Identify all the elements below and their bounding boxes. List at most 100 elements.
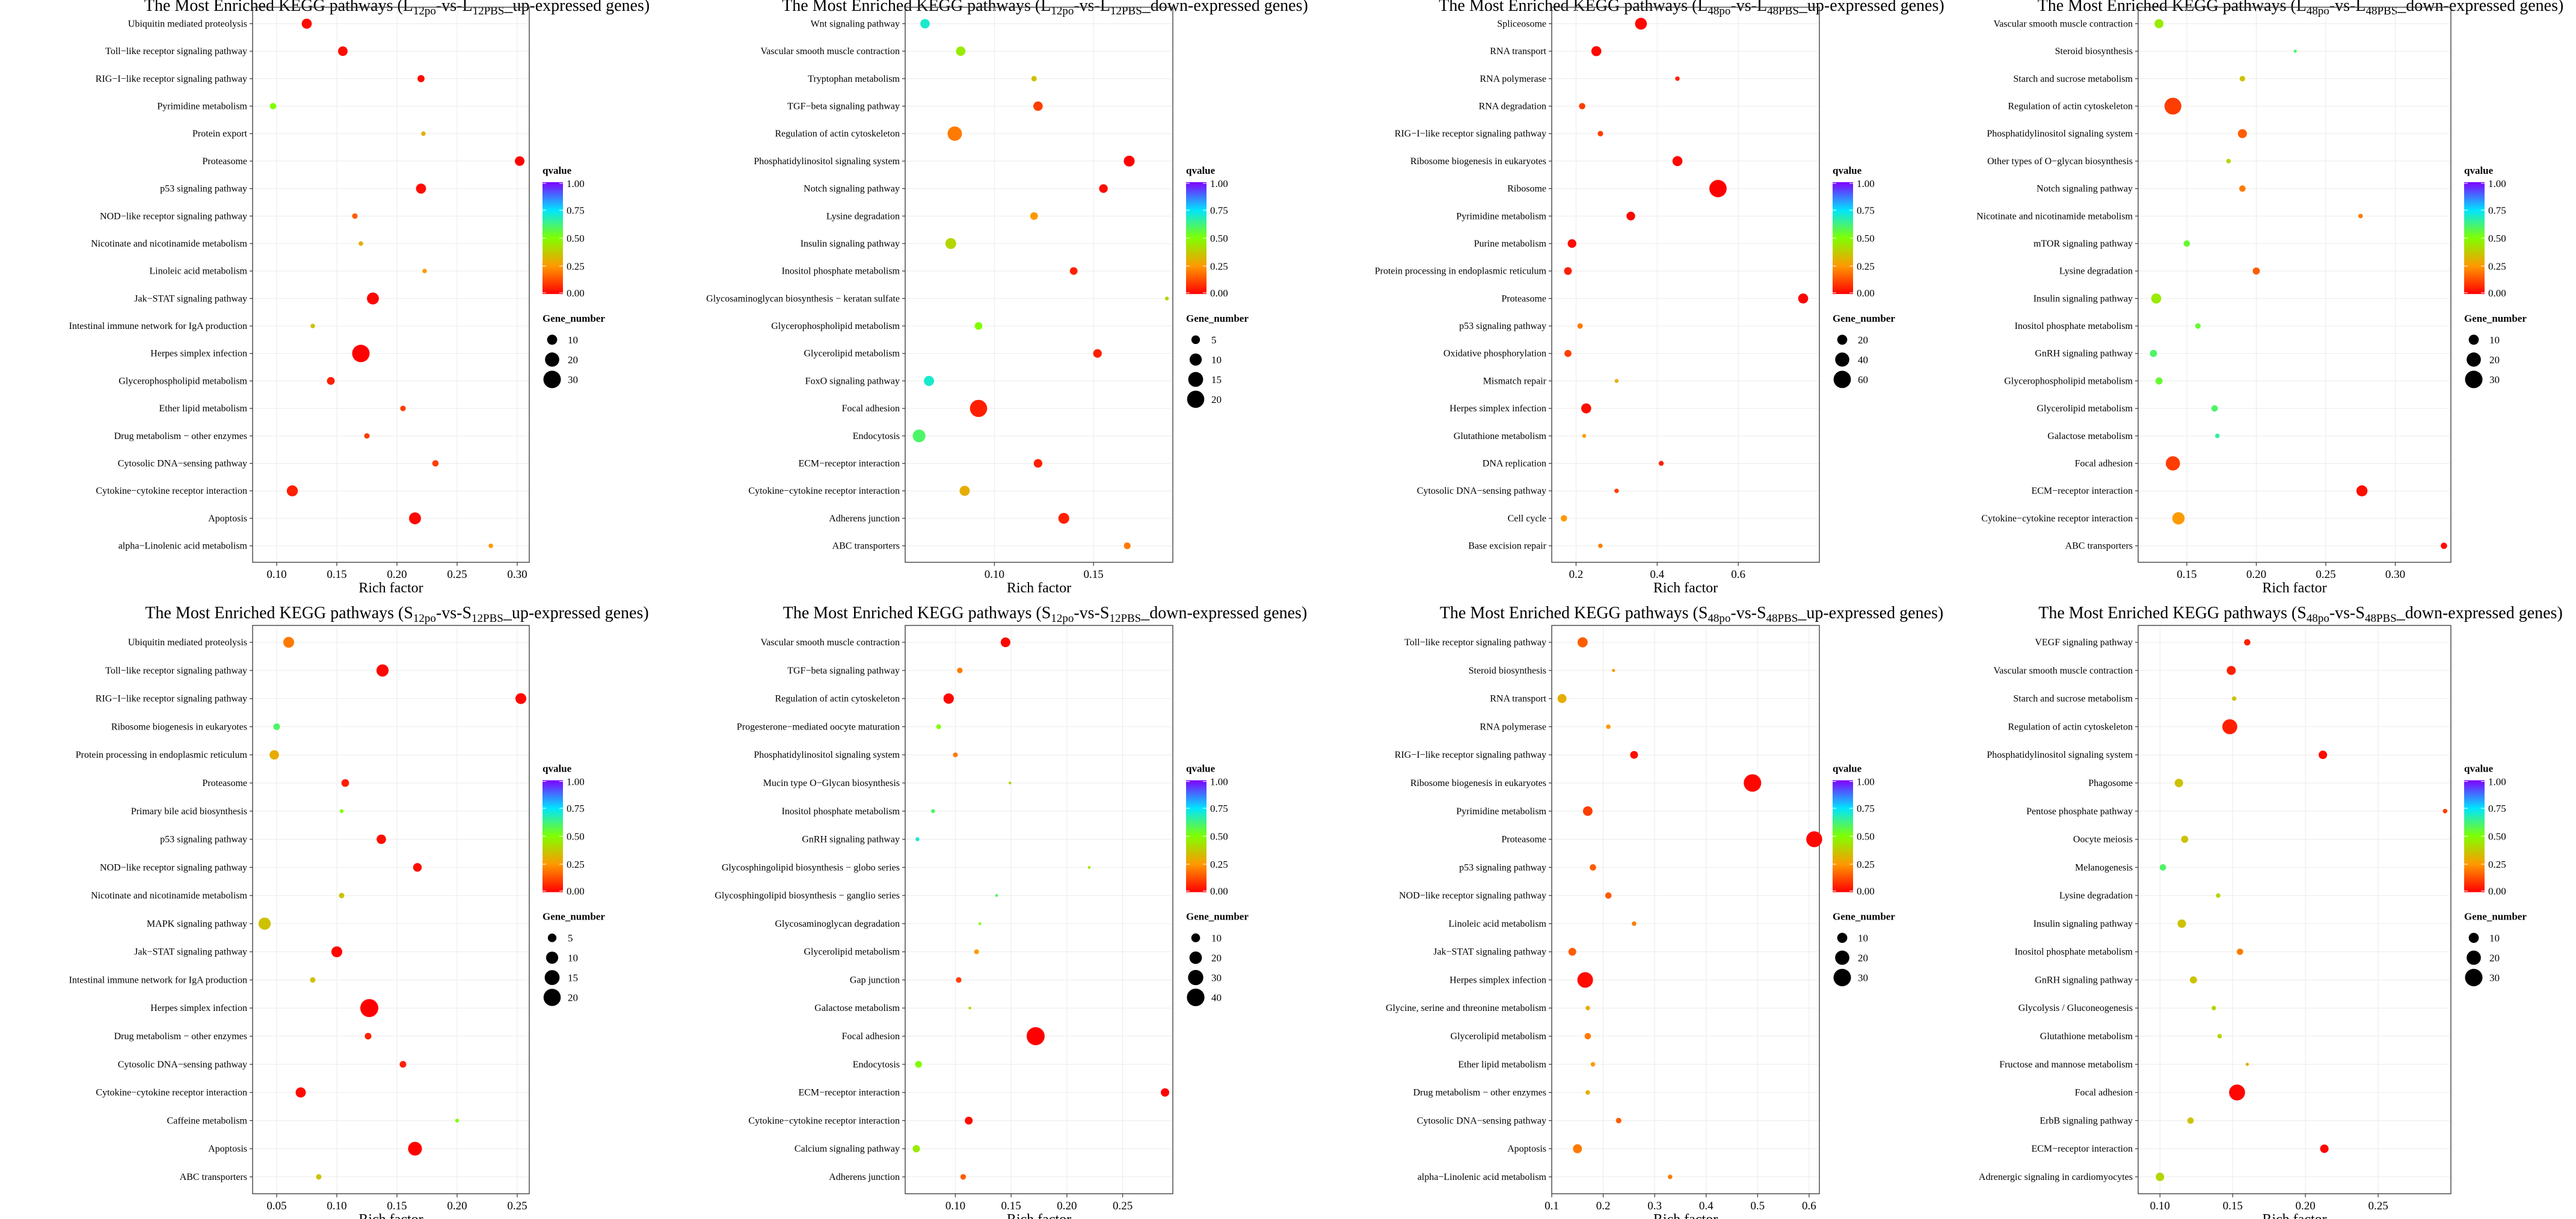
chart-panel-8: The Most Enriched KEGG pathways (S48po-v… [1979, 604, 2563, 1219]
category-label: Mucin type O−Glycan biosynthesis [763, 778, 900, 788]
data-point [965, 1116, 973, 1125]
data-point [970, 399, 988, 417]
size-legend-label: 15 [568, 972, 578, 984]
category-label: Cytokine−cytokine receptor interaction [96, 1088, 247, 1098]
category-label: Regulation of actin cytoskeleton [2008, 101, 2133, 111]
data-point [912, 1145, 920, 1153]
data-point [2211, 405, 2218, 412]
data-point [1709, 180, 1727, 197]
data-point [1560, 515, 1567, 522]
data-point [1606, 724, 1611, 729]
data-point [974, 949, 979, 954]
size-legend-dot [2465, 968, 2483, 987]
size-legend-dot [1833, 370, 1851, 388]
data-point [1567, 239, 1576, 248]
data-point [2195, 323, 2201, 329]
size-legend-label: 30 [2489, 972, 2500, 984]
data-point [2177, 919, 2186, 928]
category-label: Protein export [192, 129, 248, 139]
chart-panel-3: The Most Enriched KEGG pathways (L48po-v… [1375, 0, 1944, 596]
data-point [2159, 864, 2166, 871]
size-legend-label: 20 [1211, 953, 1222, 964]
data-point [1581, 403, 1591, 414]
data-point [956, 977, 962, 983]
data-point [408, 1141, 422, 1156]
data-point [1672, 156, 1683, 167]
category-label: Ribosome biogenesis in eukaryotes [111, 722, 247, 732]
category-label: Toll−like receptor signaling pathway [105, 666, 247, 676]
data-point [1584, 1033, 1591, 1040]
category-label: p53 signaling pathway [1459, 862, 1546, 873]
data-point [352, 345, 370, 363]
data-point [2237, 129, 2247, 138]
data-point [1008, 781, 1012, 785]
data-point [2156, 1172, 2165, 1181]
category-label: Lysine degradation [2059, 891, 2133, 901]
data-point [1614, 488, 1619, 493]
data-point [269, 103, 277, 109]
title-subscript: 12PBS [473, 5, 505, 17]
x-tick-label: 0.15 [387, 1200, 407, 1212]
size-legend-dot [1837, 334, 1848, 345]
category-label: Drug metabolism − other enzymes [1413, 1088, 1546, 1098]
category-label: Ether lipid metabolism [1458, 1060, 1546, 1070]
size-legend-label: 20 [2489, 953, 2500, 964]
data-point [924, 375, 935, 386]
data-point [1597, 130, 1603, 137]
category-label: Base excision repair [1468, 541, 1546, 551]
title-part: The Most Enriched KEGG pathways (S [2038, 604, 2307, 622]
category-label: Glutathione metabolism [1454, 431, 1547, 441]
category-label: Jak−STAT signaling pathway [1433, 947, 1546, 957]
colorbar-tick-label: 0.50 [2488, 831, 2506, 843]
category-label: Tryptophan metabolism [808, 74, 900, 84]
category-label: Drug metabolism − other enzymes [114, 431, 247, 441]
data-point [1582, 434, 1587, 438]
category-label: Spliceosome [1497, 19, 1546, 29]
data-point [399, 1061, 407, 1068]
data-point [273, 723, 280, 730]
category-label: Ubiquitin mediated proteolysis [128, 19, 247, 29]
size-legend-label: 30 [2489, 374, 2500, 385]
data-point [1632, 921, 1637, 926]
data-point [1668, 1174, 1673, 1179]
data-point [1161, 1088, 1169, 1097]
category-label: Regulation of actin cytoskeleton [2008, 722, 2133, 732]
colorbar-tick-label: 0.25 [1210, 859, 1228, 870]
category-label: Glycerophospholipid metabolism [771, 321, 900, 331]
category-label: ECM−receptor interaction [798, 1088, 900, 1098]
colorbar-tick-label: 1.00 [2488, 178, 2506, 189]
x-axis-label: Rich factor [358, 1212, 423, 1219]
size-legend-dot [547, 334, 558, 345]
chart-panel-7: The Most Enriched KEGG pathways (S48po-v… [1386, 604, 1943, 1219]
category-label: Cytosolic DNA−sensing pathway [118, 1060, 247, 1070]
colorbar-tick-label: 0.25 [2488, 260, 2506, 272]
data-point [2164, 97, 2181, 115]
category-label: RNA polymerase [1480, 722, 1546, 732]
data-point [2155, 377, 2163, 385]
data-point [1124, 542, 1131, 550]
colorbar-tick-label: 0.00 [1210, 287, 1228, 299]
category-label: Ribosome [1507, 184, 1546, 194]
data-point [1614, 379, 1619, 383]
data-point [2356, 485, 2368, 497]
plot-frame [1551, 7, 1820, 563]
category-label: p53 signaling pathway [1459, 321, 1546, 331]
title-subscript: 48po [2307, 5, 2329, 17]
data-point [915, 1061, 922, 1068]
data-point [1031, 76, 1037, 82]
size-legend-dot [1833, 968, 1851, 987]
title-subscript: 12po [1051, 612, 1074, 625]
x-tick-label: 0.10 [2150, 1200, 2170, 1212]
category-label: Cytokine−cytokine receptor interaction [96, 486, 247, 496]
data-point [1557, 694, 1567, 704]
colorbar-tick-label: 0.50 [1857, 831, 1875, 843]
plot-frame [252, 7, 530, 563]
category-label: Focal adhesion [842, 1031, 900, 1042]
data-point [1030, 212, 1038, 220]
x-axis-label: Rich factor [1653, 1212, 1718, 1219]
data-point [286, 485, 298, 497]
category-label: RIG−I−like receptor signaling pathway [1395, 750, 1546, 760]
category-label: ABC transporters [832, 541, 900, 551]
data-point [2216, 893, 2221, 898]
data-point [2217, 1034, 2222, 1039]
